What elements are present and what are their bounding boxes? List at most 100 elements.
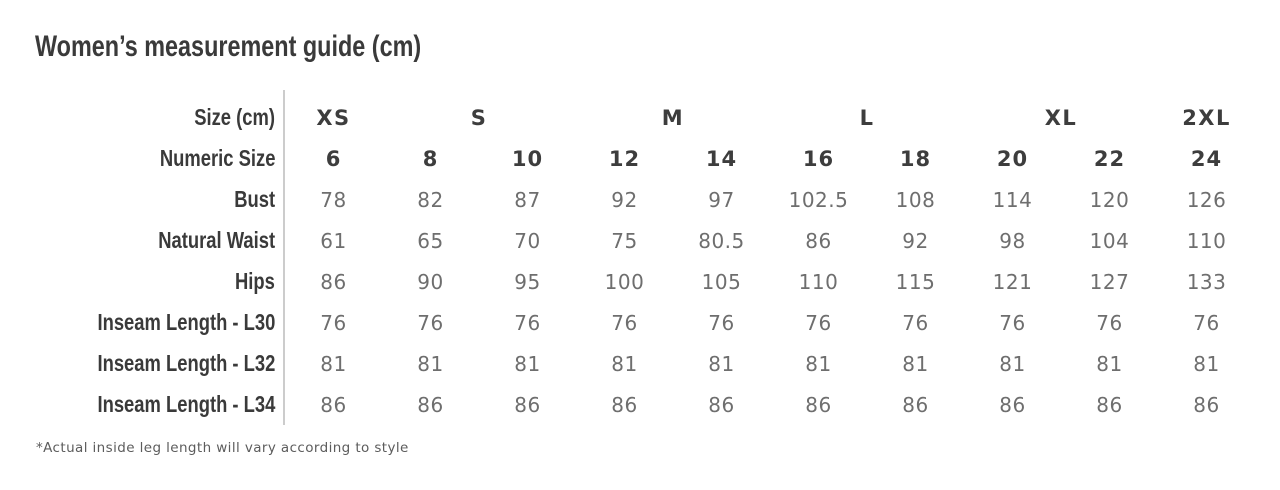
measurement-cell: 115 xyxy=(895,269,936,294)
column-divider-line xyxy=(283,90,285,425)
measurement-cell: 86 xyxy=(902,392,929,417)
measurement-cell: 61 xyxy=(320,228,347,253)
row-label-text: Inseam Length - L30 xyxy=(97,309,275,335)
measurement-cell: 81 xyxy=(417,351,444,376)
measurement-cell: 126 xyxy=(1186,187,1227,212)
measurement-cell: 76 xyxy=(611,310,638,335)
footnote: *Actual inside leg length will vary acco… xyxy=(36,440,409,456)
table-row-inseam-l32: Inseam Length - L32 81 81 81 81 81 81 81… xyxy=(0,343,1255,384)
row-label-natural-waist: Natural Waist xyxy=(0,220,285,261)
measurement-table: Size (cm) XS S M L XL 2XL Numeric Size 6… xyxy=(0,90,1255,425)
measurement-cell: 81 xyxy=(902,351,929,376)
measurement-cell: 81 xyxy=(1096,351,1123,376)
numeric-size-cell: 22 xyxy=(1093,146,1126,171)
measurement-cell: 92 xyxy=(902,228,929,253)
measurement-cell: 86 xyxy=(417,392,444,417)
numeric-size-cell: 12 xyxy=(608,146,641,171)
measurement-cell: 81 xyxy=(708,351,735,376)
size-group-xs: XS xyxy=(316,105,351,130)
measurement-cell: 98 xyxy=(999,228,1026,253)
numeric-size-cell: 16 xyxy=(802,146,835,171)
measurement-cell: 86 xyxy=(708,392,735,417)
measurement-cell: 108 xyxy=(895,187,936,212)
measurement-cell: 105 xyxy=(701,269,742,294)
measurement-cell: 76 xyxy=(902,310,929,335)
measurement-cell: 76 xyxy=(805,310,832,335)
row-label-inseam-l34: Inseam Length - L34 xyxy=(0,384,285,425)
measurement-cell: 87 xyxy=(514,187,541,212)
table-row-inseam-l34: Inseam Length - L34 86 86 86 86 86 86 86… xyxy=(0,384,1255,425)
numeric-size-cell: 18 xyxy=(899,146,932,171)
row-label-size: Size (cm) xyxy=(0,97,285,138)
measurement-cell: 76 xyxy=(320,310,347,335)
numeric-size-cell: 8 xyxy=(422,146,439,171)
measurement-cell: 70 xyxy=(514,228,541,253)
measurement-cell: 76 xyxy=(999,310,1026,335)
table-row-bust: Bust 78 82 87 92 97 102.5 108 114 120 12… xyxy=(0,179,1255,220)
row-label-hips: Hips xyxy=(0,261,285,302)
measurement-cell: 81 xyxy=(514,351,541,376)
measurement-cell: 81 xyxy=(805,351,832,376)
measurement-cell: 114 xyxy=(992,187,1033,212)
page-title: Women’s measurement guide (cm) xyxy=(35,30,530,64)
measurement-cell: 80.5 xyxy=(698,228,745,253)
measurement-cell: 102.5 xyxy=(788,187,849,212)
size-group-xl: XL xyxy=(1044,105,1078,130)
measurement-cell: 120 xyxy=(1089,187,1130,212)
size-group-m: M xyxy=(661,105,685,130)
numeric-size-row: Numeric Size 6 8 10 12 14 16 18 20 22 24 xyxy=(0,138,1255,179)
measurement-cell: 76 xyxy=(708,310,735,335)
measurement-cell: 65 xyxy=(417,228,444,253)
measurement-cell: 86 xyxy=(611,392,638,417)
numeric-size-cell: 14 xyxy=(705,146,738,171)
measurement-cell: 86 xyxy=(1193,392,1220,417)
measurement-cell: 133 xyxy=(1186,269,1227,294)
measurement-cell: 86 xyxy=(805,392,832,417)
row-label-text: Hips xyxy=(235,268,275,294)
measurement-cell: 76 xyxy=(1096,310,1123,335)
table-row-inseam-l30: Inseam Length - L30 76 76 76 76 76 76 76… xyxy=(0,302,1255,343)
measurement-cell: 121 xyxy=(992,269,1033,294)
measurement-cell: 81 xyxy=(611,351,638,376)
measurement-cell: 86 xyxy=(320,392,347,417)
measurement-cell: 95 xyxy=(514,269,541,294)
row-label-text: Size (cm) xyxy=(194,104,275,130)
measurement-cell: 100 xyxy=(604,269,645,294)
row-label-text: Natural Waist xyxy=(158,227,275,253)
numeric-size-cell: 10 xyxy=(511,146,544,171)
numeric-size-cell: 20 xyxy=(996,146,1029,171)
measurement-cell: 78 xyxy=(320,187,347,212)
size-header-row: Size (cm) XS S M L XL 2XL xyxy=(0,97,1255,138)
measurement-cell: 90 xyxy=(417,269,444,294)
measurement-cell: 86 xyxy=(514,392,541,417)
size-table: Size (cm) XS S M L XL 2XL Numeric Size 6… xyxy=(0,97,1255,425)
row-label-text: Bust xyxy=(234,186,275,212)
size-group-l: L xyxy=(859,105,875,130)
row-label-text: Numeric Size xyxy=(159,145,275,171)
row-label-text: Inseam Length - L32 xyxy=(97,350,275,376)
measurement-cell: 110 xyxy=(798,269,839,294)
size-group-2xl: 2XL xyxy=(1182,105,1231,130)
measurement-cell: 86 xyxy=(999,392,1026,417)
numeric-size-cell: 24 xyxy=(1190,146,1223,171)
row-label-inseam-l32: Inseam Length - L32 xyxy=(0,343,285,384)
measurement-cell: 81 xyxy=(320,351,347,376)
measurement-cell: 110 xyxy=(1186,228,1227,253)
table-row-hips: Hips 86 90 95 100 105 110 115 121 127 13… xyxy=(0,261,1255,302)
measurement-cell: 82 xyxy=(417,187,444,212)
measurement-cell: 104 xyxy=(1089,228,1130,253)
row-label-text: Inseam Length - L34 xyxy=(97,391,275,417)
measurement-cell: 97 xyxy=(708,187,735,212)
measurement-cell: 86 xyxy=(320,269,347,294)
measurement-cell: 86 xyxy=(805,228,832,253)
table-row-natural-waist: Natural Waist 61 65 70 75 80.5 86 92 98 … xyxy=(0,220,1255,261)
measurement-cell: 81 xyxy=(1193,351,1220,376)
row-label-numeric-size: Numeric Size xyxy=(0,138,285,179)
page-title-text: Women’s measurement guide (cm) xyxy=(35,30,422,63)
size-group-s: S xyxy=(470,105,488,130)
numeric-size-cell: 6 xyxy=(325,146,342,171)
measurement-cell: 76 xyxy=(1193,310,1220,335)
row-label-inseam-l30: Inseam Length - L30 xyxy=(0,302,285,343)
measurement-cell: 92 xyxy=(611,187,638,212)
